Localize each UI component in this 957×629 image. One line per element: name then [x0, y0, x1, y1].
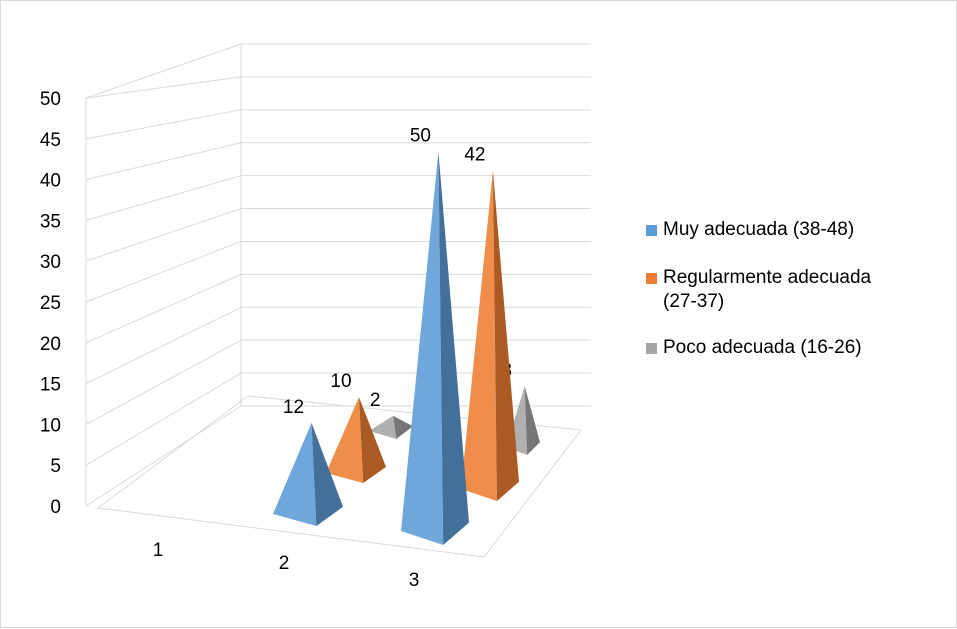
legend-item-regularmente-adecuada: Regularmente adecuada (27-37): [646, 266, 946, 314]
gridline-side: [85, 372, 242, 466]
gridline-side: [85, 43, 242, 99]
pyramid-face-side: [438, 151, 469, 545]
x-tick-label: 1: [153, 540, 164, 561]
legend-item-muy-adecuada: Muy adecuada (38-48): [646, 218, 946, 242]
pyramid-face-front: [326, 397, 364, 483]
gridline-side: [85, 273, 242, 344]
data-label: 10: [330, 371, 351, 392]
y-tick-label: 25: [40, 293, 61, 314]
pyramid-face-front: [369, 415, 397, 439]
gridline-side: [85, 405, 242, 507]
data-label: 12: [283, 397, 304, 418]
pyramid-face-side: [359, 397, 386, 483]
pyramid-face-front: [273, 422, 317, 526]
legend-label: Muy adecuada (38-48): [663, 219, 855, 240]
legend-swatch-gray: [646, 343, 657, 354]
y-tick-label: 20: [40, 334, 61, 355]
pyramid-face-side: [492, 170, 519, 502]
pyramid-face-front: [401, 151, 444, 545]
gridline-side: [85, 339, 242, 425]
y-tick-label: 30: [40, 252, 61, 273]
legend-label: Regularmente adecuada (27-37): [663, 267, 872, 312]
y-tick-label: 35: [40, 211, 61, 232]
y-tick-label: 10: [40, 415, 61, 436]
gridline-side: [85, 306, 242, 385]
legend-swatch-orange: [646, 273, 657, 284]
legend: Muy adecuada (38-48) Regularmente adecua…: [646, 218, 946, 384]
data-label: 2: [370, 390, 381, 411]
chart-floor: [96, 395, 582, 558]
gridline-side: [85, 142, 242, 181]
pyramid-face-side: [524, 386, 540, 455]
y-tick-label: 40: [40, 171, 61, 192]
data-label: 50: [410, 126, 431, 147]
x-tick-label: 2: [279, 553, 290, 574]
legend-item-poco-adecuada: Poco adecuada (16-26): [646, 336, 946, 360]
legend-swatch-blue: [646, 225, 657, 236]
gridline-side: [85, 109, 242, 140]
pyramid-face-front: [461, 170, 497, 502]
y-tick-label: 50: [40, 89, 61, 110]
gridline-side: [85, 208, 242, 262]
pyramid-face-side: [311, 422, 343, 526]
x-tick-label: 3: [409, 570, 420, 591]
legend-label: Poco adecuada (16-26): [663, 337, 862, 358]
pyramid-face-side: [393, 415, 413, 439]
gridline-side: [85, 240, 242, 303]
y-tick-label: 0: [50, 497, 61, 518]
data-label: 42: [464, 144, 485, 165]
gridline-side: [85, 175, 242, 221]
y-tick-label: 45: [40, 130, 61, 151]
y-tick-label: 5: [50, 456, 61, 477]
gridline-side: [85, 76, 242, 99]
y-tick-label: 15: [40, 375, 61, 396]
